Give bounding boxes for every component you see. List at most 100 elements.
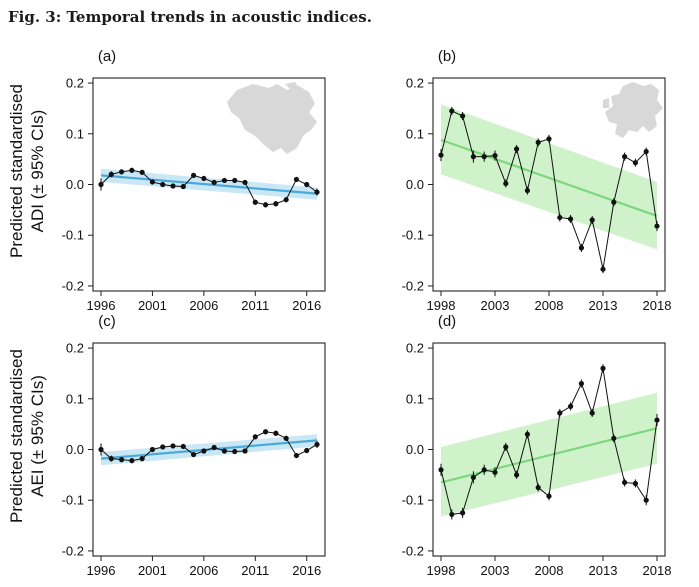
x-tick-label: 2016 — [292, 563, 321, 578]
y-tick-label: -0.1 — [402, 228, 424, 243]
data-point — [481, 154, 487, 160]
y-tick-label: 0.2 — [406, 341, 424, 356]
data-point — [503, 444, 509, 450]
data-point — [568, 216, 574, 222]
x-tick-label: 2011 — [241, 563, 269, 578]
trend-line — [440, 138, 658, 217]
x-tick-label: 2013 — [589, 298, 618, 313]
data-point — [304, 181, 310, 188]
chart-panel-d: -0.2 -0.1 0.0 0.1 0.2 1998 2003 2008 2013 2018 (d) — [402, 313, 672, 578]
data-point — [514, 472, 520, 478]
data-point — [611, 199, 617, 205]
x-tick-label: 1998 — [427, 563, 456, 578]
y-tick-label: -0.2 — [62, 278, 84, 293]
y-tick-label: -0.1 — [62, 228, 84, 243]
data-point — [643, 148, 649, 155]
x-tick-label: 2006 — [189, 563, 218, 578]
data-point — [139, 456, 145, 462]
data-point — [589, 217, 595, 223]
x-tick-label: 2018 — [643, 298, 672, 313]
data-point — [535, 484, 541, 491]
data-point — [557, 410, 563, 416]
data-point — [170, 183, 176, 189]
panel-label: (c) — [98, 313, 116, 330]
data-point — [514, 146, 520, 152]
series-line — [100, 169, 318, 206]
series-line — [100, 431, 318, 462]
data-point — [546, 136, 552, 142]
data-point — [149, 179, 156, 185]
y-tick-label: 0.0 — [66, 177, 84, 192]
data-point — [470, 474, 476, 480]
data-point — [149, 446, 156, 453]
data-point — [118, 169, 125, 175]
x-tick-label: 2011 — [241, 298, 269, 313]
data-point — [503, 180, 509, 187]
data-point — [211, 179, 217, 186]
x-tick-label: 1996 — [87, 298, 116, 313]
panel-label: (a) — [98, 48, 116, 65]
data-point — [232, 177, 238, 184]
chart-panel-c: -0.2 -0.1 0.0 0.1 0.2 1996 2001 2006 2011 2016 (c) — [62, 313, 326, 578]
x-tick-label: 2018 — [643, 563, 672, 578]
data-point — [201, 175, 207, 182]
north-america-map — [227, 84, 317, 154]
x-tick-label: 2008 — [535, 298, 564, 313]
data-point — [242, 448, 248, 454]
data-point — [643, 497, 649, 503]
data-point — [242, 179, 248, 186]
data-point — [449, 108, 455, 114]
y-tick-label: -0.1 — [62, 493, 84, 508]
y-axis-label-top-line1: Predicted standardised — [7, 84, 26, 258]
data-point — [221, 177, 228, 184]
y-tick-label: -0.2 — [402, 278, 424, 293]
y-tick-label: 0.2 — [66, 341, 84, 356]
y-axis-label-bottom-line1: Predicted standardised — [7, 349, 26, 523]
panels: -0.2 -0.1 0.0 0.1 0.2 1996 2001 2006 2011 2016 (a)… — [62, 48, 672, 578]
data-point — [654, 223, 660, 229]
data-point — [190, 172, 197, 178]
greenland-shape — [285, 82, 299, 90]
data-point — [262, 429, 269, 435]
data-point — [568, 403, 574, 409]
data-point — [139, 169, 145, 175]
data-point — [632, 160, 639, 166]
y-tick-label: 0.0 — [406, 177, 424, 192]
british-isles-shape — [603, 98, 609, 108]
data-point — [578, 245, 585, 251]
data-point — [492, 152, 498, 159]
x-tick-label: 2008 — [535, 563, 564, 578]
y-tick-label: -0.2 — [402, 543, 424, 558]
x-tick-label: 2003 — [481, 298, 510, 313]
y-tick-label: 0.0 — [66, 442, 84, 457]
data-point — [304, 447, 310, 454]
data-point — [557, 214, 563, 221]
data-point — [283, 197, 289, 203]
data-point — [524, 431, 531, 437]
data-point — [232, 448, 238, 455]
data-point — [622, 479, 628, 486]
data-point — [180, 183, 186, 190]
data-point — [160, 181, 166, 188]
data-point — [470, 154, 476, 160]
trend-line — [440, 427, 658, 484]
x-tick-label: 2013 — [589, 563, 618, 578]
data-point — [190, 451, 197, 458]
data-point — [438, 467, 444, 473]
data-point — [535, 139, 541, 146]
y-tick-label: 0.1 — [406, 126, 424, 141]
y-tick-label: -0.2 — [62, 543, 84, 558]
trend-line — [100, 174, 318, 195]
data-point — [293, 176, 300, 183]
x-tick-label: 2001 — [138, 298, 167, 313]
data-point — [654, 417, 660, 423]
y-axis-label-top-line2: ADI (± 95% CIs) — [28, 110, 47, 233]
data-point — [252, 434, 258, 440]
data-point — [283, 435, 289, 441]
data-point — [129, 458, 135, 464]
data-point — [600, 365, 606, 371]
data-point — [98, 446, 104, 453]
data-point — [481, 467, 487, 473]
data-point — [611, 435, 617, 441]
data-point — [118, 457, 125, 463]
